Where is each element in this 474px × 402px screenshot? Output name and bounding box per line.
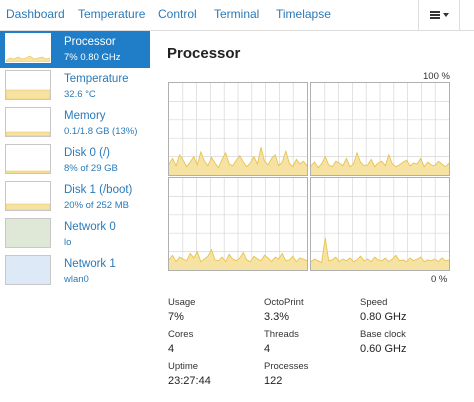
sidebar-item-subtitle: 20% of 252 MB	[64, 200, 129, 211]
disk-1-thumbnail	[5, 181, 51, 211]
stat-value: 4	[168, 343, 175, 355]
core-chart-2-svg	[311, 83, 449, 175]
stat-cores: Cores 4	[168, 329, 193, 355]
stat-label: Cores	[168, 329, 194, 340]
sidebar-item-title: Network 1	[64, 258, 116, 270]
sidebar-item-title: Disk 0 (/)	[64, 147, 110, 159]
network-0-thumbnail	[5, 218, 51, 248]
tab-dashboard[interactable]: Dashboard	[6, 7, 65, 21]
core-chart-3	[168, 177, 308, 271]
sidebar-item-disk-1[interactable]: Disk 1 (/boot) 20% of 252 MB	[0, 179, 150, 216]
stat-usage: Usage 7%	[168, 297, 195, 323]
stat-value: 23:27:44	[168, 375, 211, 387]
core-chart-4	[310, 177, 450, 271]
stat-label: Usage	[168, 297, 196, 308]
hamburger-icon	[429, 11, 440, 19]
core-chart-4-svg	[311, 178, 449, 270]
tab-control[interactable]: Control	[158, 7, 197, 21]
sidebar-item-network-1[interactable]: Network 1 wlan0	[0, 253, 150, 290]
usage-area	[169, 147, 307, 175]
stat-label: OctoPrint	[264, 297, 304, 308]
stat-speed: Speed 0.80 GHz	[360, 297, 406, 323]
stat-value: 4	[264, 343, 271, 355]
core-chart-2	[310, 82, 450, 176]
hamburger-menu-button[interactable]	[418, 0, 460, 30]
sidebar-item-subtitle: wlan0	[64, 274, 89, 285]
disk-0-thumbnail	[5, 144, 51, 174]
stat-value: 0.80 GHz	[360, 311, 407, 323]
stat-threads: Threads 4	[264, 329, 299, 355]
usage-line	[311, 237, 449, 264]
sidebar: Processor 7% 0.80 GHz Temperature 32.6 °…	[0, 31, 150, 402]
stat-label: Threads	[264, 329, 299, 340]
stat-octoprint: OctoPrint 3.3%	[264, 297, 304, 323]
usage-line	[311, 151, 449, 169]
top-navigation: Dashboard Temperature Control Terminal T…	[0, 0, 474, 31]
stat-base-clock: Base clock 0.60 GHz	[360, 329, 406, 355]
stat-value: 122	[264, 375, 283, 387]
sidebar-item-subtitle: 7% 0.80 GHz	[64, 52, 121, 63]
caret-down-icon	[442, 13, 449, 17]
sidebar-item-memory[interactable]: Memory 0.1/1.8 GB (13%)	[0, 105, 150, 142]
core-chart-3-svg	[169, 178, 307, 270]
stat-value: 0.60 GHz	[360, 343, 407, 355]
stat-value: 3.3%	[264, 311, 290, 323]
sidebar-item-subtitle: 32.6 °C	[64, 89, 96, 100]
tab-timelapse[interactable]: Timelapse	[276, 7, 331, 21]
core-chart-1-svg	[169, 83, 307, 175]
axis-min-label: 0 %	[431, 274, 448, 285]
sidebar-item-network-0[interactable]: Network 0 lo	[0, 216, 150, 253]
network-1-thumbnail	[5, 255, 51, 285]
stat-uptime: Uptime 23:27:44	[168, 361, 211, 387]
page-title: Processor	[167, 45, 241, 62]
memory-thumbnail	[5, 107, 51, 137]
axis-max-label: 100 %	[423, 71, 450, 82]
temperature-thumbnail	[5, 70, 51, 100]
sidebar-item-title: Network 0	[64, 221, 116, 233]
stat-label: Processes	[264, 361, 309, 372]
sidebar-item-title: Disk 1 (/boot)	[64, 184, 133, 196]
sidebar-item-title: Memory	[64, 110, 106, 122]
stat-value: 7%	[168, 311, 184, 323]
processor-thumbnail	[5, 33, 51, 63]
stat-label: Speed	[360, 297, 388, 308]
core-chart-1	[168, 82, 308, 176]
sidebar-item-temperature[interactable]: Temperature 32.6 °C	[0, 68, 150, 105]
sidebar-item-title: Processor	[64, 36, 116, 48]
sidebar-item-title: Temperature	[64, 73, 129, 85]
sidebar-item-disk-0[interactable]: Disk 0 (/) 8% of 29 GB	[0, 142, 150, 179]
sidebar-item-subtitle: 8% of 29 GB	[64, 163, 118, 174]
usage-area	[311, 152, 449, 175]
tab-temperature[interactable]: Temperature	[78, 7, 146, 21]
usage-area	[311, 237, 449, 270]
stat-label: Uptime	[168, 361, 199, 372]
stat-processes: Processes 122	[264, 361, 308, 387]
usage-line	[169, 147, 307, 169]
sidebar-item-subtitle: 0.1/1.8 GB (13%)	[64, 126, 138, 137]
tab-terminal[interactable]: Terminal	[214, 7, 260, 21]
stat-label: Base clock	[360, 329, 406, 340]
sidebar-item-processor[interactable]: Processor 7% 0.80 GHz	[0, 31, 150, 68]
sidebar-item-subtitle: lo	[64, 237, 72, 248]
usage-line	[169, 248, 307, 263]
